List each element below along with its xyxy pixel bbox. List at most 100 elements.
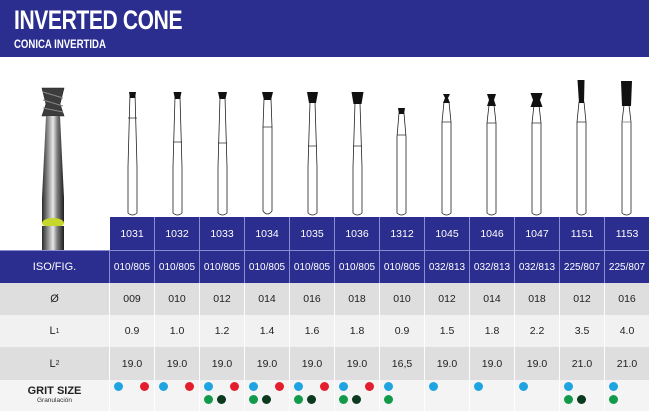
diameter-value: 012 bbox=[199, 283, 244, 315]
grit-dot-green-icon bbox=[339, 395, 348, 404]
l2-value: 19.0 bbox=[514, 347, 559, 380]
l2-value: 19.0 bbox=[289, 347, 334, 380]
l2-value: 19.0 bbox=[334, 347, 379, 380]
grit-cell bbox=[334, 380, 379, 411]
iso-fig-row: ISO/FIG. 010/805 010/805 010/805 010/805… bbox=[0, 250, 649, 283]
grit-dot-red-icon bbox=[275, 382, 284, 391]
grit-cell bbox=[110, 380, 154, 411]
grit-dot-green-icon bbox=[564, 395, 573, 404]
l1-value: 1.2 bbox=[199, 315, 244, 347]
product-code: 1032 bbox=[154, 217, 199, 250]
iso-value: 010/805 bbox=[113, 261, 151, 273]
l2-value: 16,5 bbox=[379, 347, 424, 380]
bur-outline-icon bbox=[245, 57, 290, 217]
l1-value: 1.0 bbox=[154, 315, 199, 347]
grit-cell bbox=[199, 380, 244, 411]
product-code: 1036 bbox=[334, 217, 379, 250]
iso-value: 225/807 bbox=[604, 251, 649, 283]
bur-outline-icon bbox=[200, 57, 245, 217]
iso-value: 010/805 bbox=[334, 251, 379, 283]
l1-label: L bbox=[49, 325, 56, 337]
grit-cell bbox=[604, 380, 649, 411]
product-code: 1035 bbox=[289, 217, 334, 250]
grit-cell bbox=[559, 380, 604, 411]
grit-dot-blue-icon bbox=[609, 382, 618, 391]
grit-dot-green-icon bbox=[204, 395, 213, 404]
grit-dot-green-icon bbox=[249, 395, 258, 404]
iso-value: 225/807 bbox=[559, 251, 604, 283]
grit-dot-blue-icon bbox=[429, 382, 438, 391]
iso-value: 032/813 bbox=[469, 251, 514, 283]
bur-outline-icon bbox=[335, 57, 380, 217]
l2-subscript: 2 bbox=[55, 360, 60, 367]
iso-value: 010/805 bbox=[289, 251, 334, 283]
grit-dot-green-icon bbox=[609, 395, 618, 404]
grit-cell bbox=[379, 380, 424, 411]
product-code: 1153 bbox=[604, 217, 649, 250]
product-code: 1151 bbox=[559, 217, 604, 250]
grit-dot-blue-icon bbox=[294, 382, 303, 391]
bur-outline-icon bbox=[469, 57, 514, 217]
l1-subscript: 1 bbox=[55, 327, 60, 335]
diameter-value: 009 bbox=[123, 293, 141, 305]
grit-dot-blue-icon bbox=[159, 382, 168, 391]
grit-cell bbox=[469, 380, 514, 411]
bur-outline-icon bbox=[559, 57, 604, 217]
diameter-value: 018 bbox=[334, 283, 379, 315]
grit-cell bbox=[514, 380, 559, 411]
product-code: 1047 bbox=[514, 217, 559, 250]
grit-dot-dark-icon bbox=[217, 395, 226, 404]
grit-dot-green-icon bbox=[294, 395, 303, 404]
grit-dot-blue-icon bbox=[339, 382, 348, 391]
l1-value: 0.9 bbox=[124, 325, 140, 337]
l1-value: 1.6 bbox=[289, 315, 334, 347]
grit-title: GRIT SIZE bbox=[27, 384, 82, 397]
product-code: 1312 bbox=[379, 217, 424, 250]
grit-dot-red-icon bbox=[140, 382, 149, 391]
bur-outline-icon bbox=[155, 57, 200, 217]
diameter-value: 012 bbox=[424, 283, 469, 315]
grit-subtitle: Granulación bbox=[36, 396, 73, 404]
grit-dot-blue-icon bbox=[474, 382, 483, 391]
l1-value: 1.8 bbox=[469, 315, 514, 347]
grit-dot-red-icon bbox=[365, 382, 374, 391]
diameter-value: 010 bbox=[379, 283, 424, 315]
bur-outline-icon bbox=[514, 57, 559, 217]
l2-value: 19.0 bbox=[424, 347, 469, 380]
diameter-value: 010 bbox=[154, 283, 199, 315]
product-code: 1034 bbox=[244, 217, 289, 250]
product-code: 1045 bbox=[424, 217, 469, 250]
product-code-row: 1031 1032 1033 1034 1035 1036 1312 1045 … bbox=[110, 217, 649, 250]
product-code: 1033 bbox=[199, 217, 244, 250]
l2-value: 19.0 bbox=[199, 347, 244, 380]
grit-dot-dark-icon bbox=[262, 395, 271, 404]
page-header: INVERTED CONE CONICA INVERTIDA bbox=[0, 0, 649, 57]
bur-outline-icon bbox=[424, 57, 469, 217]
grit-cell bbox=[424, 380, 469, 411]
bur-outline-icon bbox=[290, 57, 335, 217]
grit-dot-red-icon bbox=[185, 382, 194, 391]
diameter-row: Ø 009 010 012 014 016 018 010 012 014 01… bbox=[0, 283, 649, 315]
l2-value: 19.0 bbox=[154, 347, 199, 380]
bur-outline-icon bbox=[379, 57, 424, 217]
grit-dot-blue-icon bbox=[249, 382, 258, 391]
page-title: INVERTED CONE bbox=[14, 5, 183, 35]
l2-value: 19.0 bbox=[469, 347, 514, 380]
grit-size-row: GRIT SIZE Granulación bbox=[0, 380, 649, 411]
grit-dot-blue-icon bbox=[204, 382, 213, 391]
grit-cell bbox=[154, 380, 199, 411]
l2-value: 21.0 bbox=[604, 347, 649, 380]
diameter-value: 014 bbox=[469, 283, 514, 315]
grit-dot-red-icon bbox=[320, 382, 329, 391]
grit-dot-red-icon bbox=[230, 382, 239, 391]
grit-dot-blue-icon bbox=[114, 382, 123, 391]
bur-outline-icon bbox=[110, 57, 155, 217]
page-subtitle: CONICA INVERTIDA bbox=[14, 37, 106, 51]
diameter-value: 016 bbox=[604, 283, 649, 315]
bur-outline-icon bbox=[604, 57, 649, 217]
l1-value: 1.5 bbox=[424, 315, 469, 347]
l1-value: 4.0 bbox=[604, 315, 649, 347]
grit-cell bbox=[244, 380, 289, 411]
